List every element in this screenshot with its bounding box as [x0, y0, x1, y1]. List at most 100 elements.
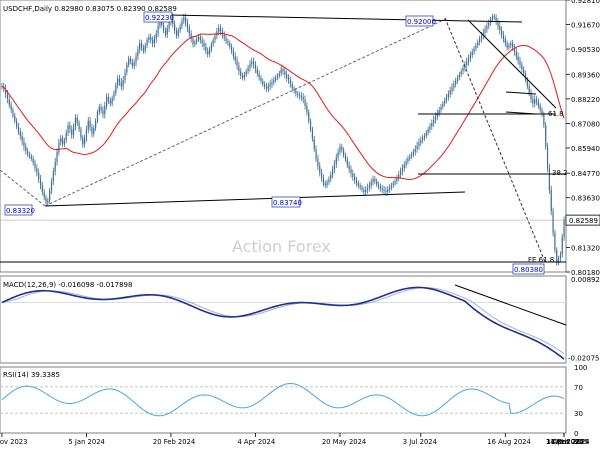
macd-signal-line [1, 287, 565, 355]
candle-body [118, 78, 121, 83]
candle-body [271, 82, 273, 85]
candle-body [207, 50, 209, 55]
candle-body [429, 126, 431, 130]
candle-body [238, 65, 240, 72]
candle-body [396, 177, 398, 182]
candle-body [350, 169, 352, 174]
candle-body [416, 145, 418, 149]
y-tick-label: 0.87080 [571, 120, 600, 128]
candle-body [159, 19, 161, 27]
candle-body [69, 125, 71, 130]
candle-body [236, 60, 238, 66]
candle-body [497, 21, 499, 27]
candle-body [34, 162, 36, 169]
small-flag-top [505, 91, 537, 95]
label-box-mid-low [271, 196, 301, 208]
candle-body [469, 55, 471, 59]
candle-body [54, 161, 56, 172]
candle-body [425, 132, 427, 136]
candle-body [251, 61, 253, 64]
candle-body [63, 140, 65, 145]
candle-body [49, 190, 51, 201]
candle-body [240, 71, 242, 76]
candle-body [129, 58, 132, 62]
candle-body [545, 125, 547, 147]
candle-body [278, 73, 280, 76]
dashed-channel-line [44, 17, 449, 207]
candle-body [282, 69, 284, 72]
candle-body [445, 97, 448, 101]
macd-line [1, 286, 565, 360]
candle-body [414, 148, 416, 153]
candle-body [499, 26, 501, 31]
candle-body [480, 35, 483, 39]
candle-body [361, 187, 363, 190]
candle-body [363, 189, 365, 192]
candle-body [506, 43, 508, 48]
rsi-panel-frame [0, 366, 567, 434]
label-box-top-left [143, 11, 173, 23]
candle-body [546, 146, 549, 169]
candle-body [311, 129, 313, 140]
x-tick-label: 5 Jan 2024 [68, 438, 104, 446]
main-plot [0, 13, 566, 266]
candle-body [210, 44, 212, 50]
candle-body [232, 50, 234, 57]
candle-body [313, 139, 315, 149]
candle-body [328, 178, 330, 183]
candle-body [181, 20, 183, 27]
label-top-left: 0.92230 [145, 14, 174, 22]
candle-body [297, 93, 299, 95]
candle-body [12, 110, 14, 116]
candle-body [212, 40, 214, 45]
main-y-axis: 0.92810 0.91670 0.90530 0.89360 0.88220 0.870… [0, 0, 600, 277]
candle-body [96, 112, 99, 121]
candle-body [376, 181, 378, 185]
candle-body [341, 146, 343, 150]
candle-body [346, 159, 348, 165]
candle-body [205, 46, 207, 51]
candle-body [196, 38, 198, 43]
candle-body [377, 184, 380, 187]
candle-body [219, 28, 222, 32]
candle-body [433, 119, 435, 123]
candle-body [556, 250, 558, 263]
candle-body [388, 187, 391, 190]
rsi-y-tick-label: 30 [574, 410, 583, 418]
candle-body [194, 42, 196, 45]
candle-body [83, 138, 86, 145]
rsi-plot: 100 70 30 0 [0, 364, 587, 438]
candle-body [398, 174, 400, 178]
candle-body [423, 135, 426, 139]
candle-body [534, 99, 536, 104]
candle-body [67, 125, 69, 133]
candle-body [269, 84, 271, 87]
candle-body [23, 141, 25, 147]
candle-body [186, 22, 189, 29]
candle-body [284, 71, 286, 75]
candle-body [25, 146, 27, 151]
watermark: Action Forex [232, 237, 331, 256]
candle-body [197, 36, 200, 39]
candle-body [381, 188, 383, 190]
candle-body [120, 82, 122, 87]
candle-body [85, 129, 88, 139]
candle-body [148, 36, 150, 41]
candle-body [157, 26, 159, 34]
candle-body [486, 26, 488, 30]
x-tick-label: 4 Apr 2024 [237, 438, 275, 446]
candle-body [38, 172, 40, 179]
x-tick-label: 16 Aug 2024 [487, 438, 531, 446]
x-tick-label: 20 Nov 2023 [0, 438, 27, 446]
candle-body [379, 186, 381, 189]
candle-body [71, 129, 73, 135]
candle-body [155, 33, 157, 39]
candle-body [131, 61, 133, 66]
candle-body [229, 43, 231, 47]
candle-body [543, 114, 545, 126]
candle-body [548, 168, 550, 190]
candle-body [315, 148, 317, 159]
candle-body [188, 28, 190, 34]
macd-trendline [454, 284, 567, 326]
